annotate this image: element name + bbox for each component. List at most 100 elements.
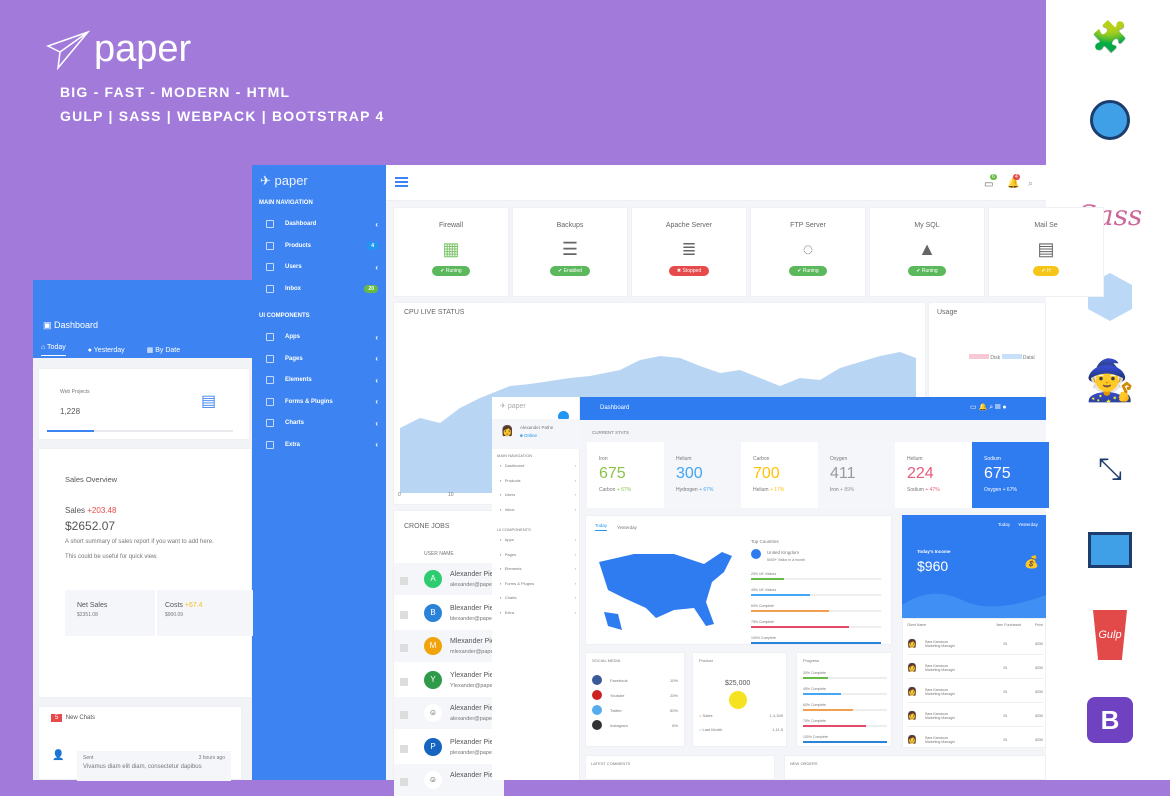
user-status: ■ Online bbox=[520, 433, 537, 438]
summary-line-1: A short summary of sales report if you w… bbox=[65, 539, 214, 545]
chevron-left-icon: ‹ bbox=[375, 219, 378, 229]
mobile-tabs: ⌂ Today ● Yesterday ▦ By Date bbox=[41, 344, 180, 356]
table-row[interactable]: A Alexander Pie alexander@pape bbox=[394, 563, 504, 595]
row-checkbox[interactable] bbox=[400, 744, 408, 753]
social-item-facebook[interactable]: Facebook 10% bbox=[592, 675, 678, 685]
new-chats-card: 5 New Chats 👤 Sent 3 hours ago Vivamus dia… bbox=[38, 706, 242, 781]
row-checkbox[interactable] bbox=[400, 577, 408, 585]
user-name: Blexander Pie bbox=[450, 604, 494, 612]
notifications-badge: 4 bbox=[1013, 174, 1020, 180]
table-row[interactable]: P Plexander Pie plexander@pape bbox=[394, 730, 504, 763]
client-row[interactable]: 👩 Sara Kamzoon Marketing Manager 25 $250 bbox=[907, 705, 1043, 727]
small-ui-charts[interactable]: ▪ Charts ‹ bbox=[500, 595, 576, 600]
sidebar-item-charts[interactable]: Charts ‹ bbox=[266, 414, 378, 432]
income-tab-yesterday[interactable]: Yesterday bbox=[1018, 522, 1038, 527]
map-tab-yesterday[interactable]: Yesterday bbox=[617, 524, 637, 530]
small-ui-pages[interactable]: ▪ Pages ‹ bbox=[500, 551, 576, 557]
new-chats-title: New Chats bbox=[65, 715, 96, 721]
wizard-icon: 🧙 bbox=[1085, 358, 1135, 403]
small-ui-extra[interactable]: ▪ Extra ‹ bbox=[500, 609, 576, 615]
small-ui-forms-plugins[interactable]: ▪ Forms & Plugins ‹ bbox=[500, 580, 576, 586]
table-row[interactable]: Y Ylexander Pie Ylexander@pape bbox=[394, 663, 504, 696]
table-row[interactable]: ☺ Alexander Pie alexander@pape bbox=[394, 697, 504, 729]
messages-icon[interactable]: ▭ 6 bbox=[984, 174, 997, 190]
cpu-tick-0: 0 bbox=[398, 492, 401, 498]
user-avatar: 👩 bbox=[501, 426, 514, 437]
nav-icon bbox=[266, 333, 274, 341]
row-checkbox[interactable] bbox=[400, 677, 408, 686]
mobile-header: ▣ Dashboard ⌂ Today ● Yesterday ▦ By Dat… bbox=[33, 280, 252, 358]
sidebar-item-forms-plugins[interactable]: Forms & Plugins ‹ bbox=[266, 393, 378, 411]
user-profile[interactable]: 👩 Alexander Pathe ■ Online bbox=[492, 419, 580, 449]
tab-yesterday[interactable]: ● Yesterday bbox=[87, 346, 125, 354]
country-sub: 5000+ Visitor in a month bbox=[767, 558, 805, 562]
status-title: Apache Server bbox=[665, 222, 713, 229]
stat-card-5: Sodium 675 Oxygen + 67% bbox=[972, 442, 1049, 508]
small-nav-users[interactable]: ▪ Users ‹ bbox=[500, 492, 576, 497]
row-checkbox[interactable] bbox=[400, 610, 408, 619]
status-card-1: Backups ☰ ✔ Enabled bbox=[512, 207, 628, 297]
sidebar-item-inbox[interactable]: Inbox 20 bbox=[266, 280, 378, 298]
nav-icon bbox=[266, 284, 274, 293]
nav-icon bbox=[266, 354, 274, 363]
notifications-icon[interactable]: 🔔 4 bbox=[1007, 174, 1020, 189]
sidebar-item-pages[interactable]: Pages ‹ bbox=[266, 350, 378, 368]
social-item-twitter[interactable]: Twitter 50% bbox=[592, 705, 678, 715]
usa-map[interactable] bbox=[594, 542, 734, 638]
top-bar: ▭ 6 🔔 4 ⌕ bbox=[386, 165, 1046, 201]
hamburger-menu-icon[interactable] bbox=[395, 177, 408, 187]
social-title: SOCIAL MEDIA bbox=[592, 658, 621, 663]
tab-by-date[interactable]: ▦ By Date bbox=[146, 347, 181, 354]
small-header-icons[interactable]: ▭ 🔔 ⌕ ▤ ● bbox=[970, 404, 1007, 411]
web-projects-card: Web Projects 1,228 ▤ bbox=[38, 368, 250, 440]
mountain-icon: ▲ bbox=[918, 239, 936, 259]
user-avatar: M bbox=[424, 637, 442, 655]
progress-item: 45% UK Visitors bbox=[751, 588, 881, 596]
share-button[interactable] bbox=[558, 411, 569, 422]
small-ui-elements[interactable]: ▪ Elements ‹ bbox=[500, 566, 576, 571]
row-checkbox[interactable] bbox=[400, 778, 408, 786]
user-name-column: USER NAME bbox=[424, 551, 454, 557]
sidebar-item-products[interactable]: Products 4 bbox=[266, 237, 378, 255]
client-row[interactable]: 👩 Sara Kamzoon Marketing Manager 25 $250 bbox=[907, 729, 1043, 751]
client-row[interactable]: 👩 Sara Kamzoon Marketing Manager 25 $250 bbox=[907, 657, 1043, 679]
sidebar-item-extra[interactable]: Extra ‹ bbox=[266, 436, 378, 454]
sidebar-item-elements[interactable]: Elements ‹ bbox=[266, 371, 378, 389]
client-row[interactable]: 👩 Sara Kamzoon Marketing Manager 25 $250 bbox=[907, 633, 1043, 655]
income-tab-today[interactable]: Today bbox=[998, 522, 1011, 527]
row-checkbox[interactable] bbox=[400, 711, 408, 719]
table-row[interactable]: B Blexander Pie blexander@pape bbox=[394, 596, 504, 629]
usage-legend: Disk Datal bbox=[969, 354, 1035, 361]
big-sidebar: ✈ paper MAIN NAVIGATION Dashboard ‹ Produc… bbox=[252, 165, 386, 780]
nav-badge: 4 bbox=[367, 241, 378, 250]
search-icon[interactable]: ⌕ bbox=[1028, 178, 1034, 188]
income-wave bbox=[902, 593, 1046, 618]
sidebar-item-users[interactable]: Users ‹ bbox=[266, 258, 378, 276]
social-item-youtube[interactable]: Youtube 20% bbox=[592, 690, 678, 700]
mail-server-icon: ▤ bbox=[1037, 239, 1055, 259]
row-checkbox[interactable] bbox=[400, 644, 408, 652]
small-nav-inbox[interactable]: ▪ Inbox ‹ bbox=[500, 506, 576, 512]
clients-header: Client Name Item Purchased Price bbox=[907, 623, 1043, 627]
social-item-instagram[interactable]: Instagram 8% bbox=[592, 720, 678, 730]
stat-card-1: Helium 300 Hydrogen + 67% bbox=[664, 442, 741, 508]
sidebar-item-apps[interactable]: Apps ‹ bbox=[266, 328, 378, 346]
top-countries-title: Top Countries bbox=[751, 539, 779, 544]
status-card-2: Apache Server ≣ ✖ Stopped bbox=[631, 207, 747, 297]
product-panel: Product $25,000 ○ Sales 1,4,349 ○ Last Mo… bbox=[692, 652, 787, 747]
small-nav-products[interactable]: ▪ Products ‹ bbox=[500, 477, 576, 483]
progress-item: 75% Complete bbox=[803, 719, 887, 727]
firewall-icon: ▦ bbox=[442, 239, 460, 259]
table-row[interactable]: ☺ Alexander Pie bbox=[394, 764, 504, 796]
table-row[interactable]: M Mlexander Pie mlexander@pape bbox=[394, 630, 504, 662]
stat-card-2: Carbon 700 Helium + 17% bbox=[741, 442, 818, 508]
map-tab-today[interactable]: Today bbox=[595, 523, 608, 531]
user-email: plexander@pape bbox=[450, 749, 492, 756]
sidebar-item-dashboard[interactable]: Dashboard ‹ bbox=[266, 215, 378, 233]
tab-today[interactable]: ⌂ Today bbox=[41, 344, 66, 356]
client-row[interactable]: 👩 Sara Kamzoon Marketing Manager 25 $250 bbox=[907, 681, 1043, 703]
bootstrap-logo: B bbox=[1085, 695, 1135, 745]
chat-message[interactable]: Sent 3 hours ago Vivamus diam elit diam, c… bbox=[77, 751, 231, 781]
small-nav-dashboard[interactable]: ▪ Dashboard ‹ bbox=[500, 463, 576, 468]
small-ui-apps[interactable]: ▪ Apps ‹ bbox=[500, 537, 576, 542]
